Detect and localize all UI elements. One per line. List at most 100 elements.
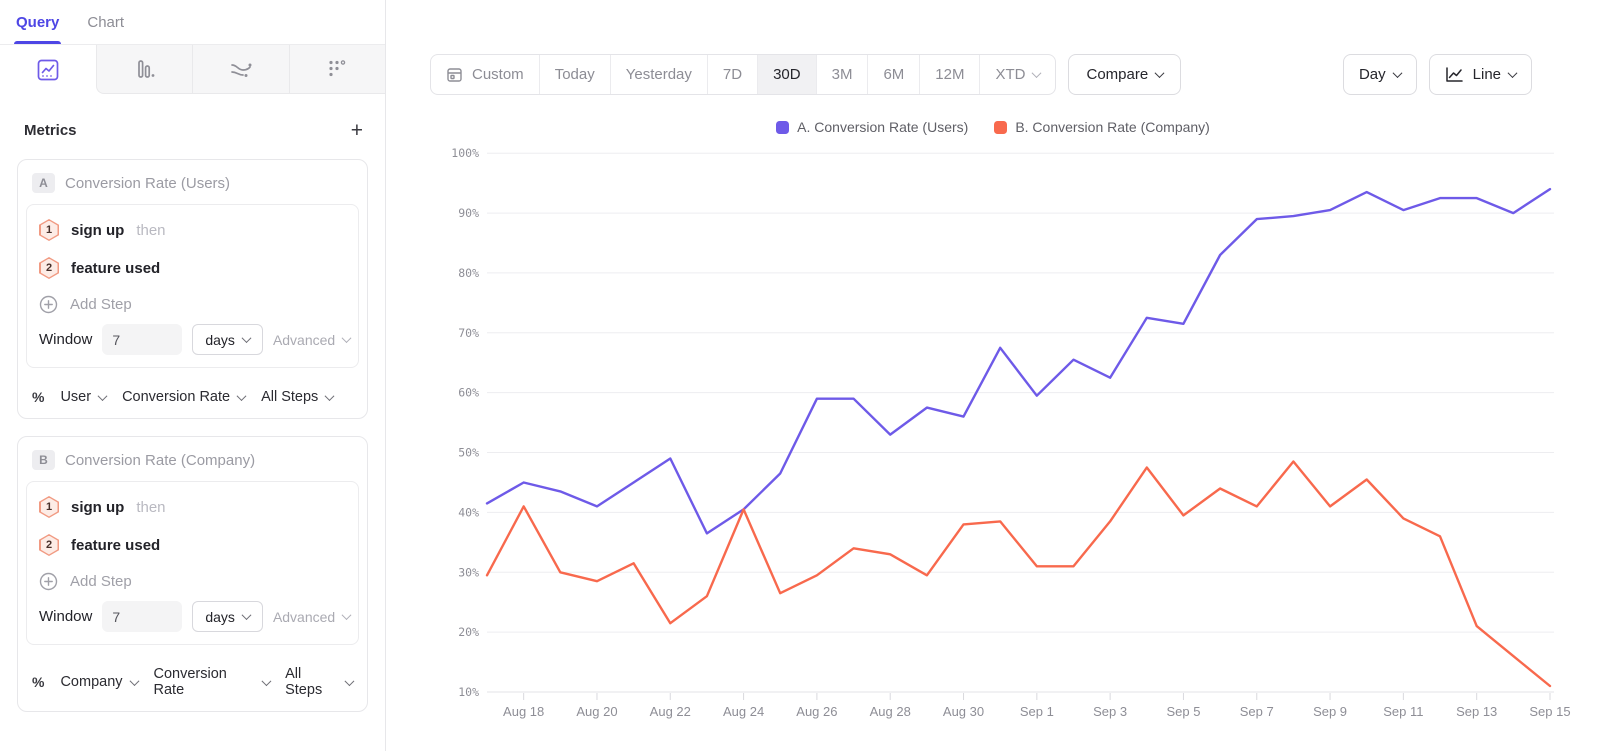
legend-item-a[interactable]: A. Conversion Rate (Users): [776, 119, 968, 135]
metric-b-header: B Conversion Rate (Company): [18, 437, 367, 481]
metric-card-a: A Conversion Rate (Users) 1 sign up then…: [17, 159, 368, 419]
step-2-event[interactable]: feature used: [71, 259, 161, 277]
step-row-2: 2 feature used: [39, 249, 346, 287]
legend-label-a: A. Conversion Rate (Users): [797, 119, 969, 135]
add-step-button[interactable]: Add Step: [39, 287, 346, 324]
series-line-b[interactable]: [485, 460, 1552, 688]
date-range-6m[interactable]: 6M: [867, 55, 919, 94]
x-axis-label: Aug 26: [796, 704, 837, 719]
step-2-event[interactable]: feature used: [71, 536, 161, 554]
metric-a-title: Conversion Rate (Users): [65, 174, 231, 192]
series-line-a[interactable]: [485, 187, 1552, 535]
date-range-30d[interactable]: 30D: [757, 55, 816, 94]
date-range-custom[interactable]: Custom: [431, 55, 539, 94]
chevron-down-icon: [241, 610, 252, 621]
date-range-xtd[interactable]: XTD: [979, 55, 1055, 94]
step-row-2: 2 feature used: [39, 526, 346, 564]
legend-label-b: B. Conversion Rate (Company): [1015, 119, 1210, 135]
insights-line-icon: [37, 59, 59, 80]
metric-type-select[interactable]: Conversion Rate: [122, 389, 247, 405]
y-axis-label: 20%: [458, 625, 479, 639]
line-chart-icon: [1445, 66, 1464, 83]
add-step-label: Add Step: [70, 573, 132, 590]
tab-retention[interactable]: [288, 45, 385, 94]
window-unit-select[interactable]: days: [192, 324, 263, 355]
window-value-input[interactable]: [102, 601, 183, 632]
window-label: Window: [39, 331, 93, 348]
entity-select[interactable]: User: [60, 389, 108, 405]
chevron-down-icon: [1392, 68, 1403, 79]
date-range-today[interactable]: Today: [538, 55, 610, 94]
x-axis-label: Aug 28: [870, 704, 911, 719]
metric-a-steps-box: 1 sign up then 2 feature used Add Step W…: [26, 204, 359, 368]
advanced-toggle[interactable]: Advanced: [273, 609, 352, 625]
legend-item-b[interactable]: B. Conversion Rate (Company): [994, 119, 1210, 135]
x-axis-label: Sep 3: [1093, 704, 1127, 719]
metric-a-badge: A: [32, 173, 55, 193]
date-range-7d[interactable]: 7D: [706, 55, 757, 94]
granularity-select[interactable]: Day: [1342, 54, 1417, 95]
metrics-header: Metrics +: [24, 120, 363, 141]
entity-select[interactable]: Company: [60, 674, 139, 690]
x-axis-label: Aug 18: [503, 704, 544, 719]
add-step-label: Add Step: [70, 296, 132, 313]
steps-scope-select[interactable]: All Steps: [261, 389, 335, 405]
advanced-toggle[interactable]: Advanced: [273, 332, 352, 348]
y-axis-label: 10%: [458, 685, 479, 699]
chevron-down-icon: [129, 675, 139, 686]
legend-swatch-a: [776, 120, 790, 134]
x-axis-label: Aug 22: [650, 704, 691, 719]
date-range-yesterday[interactable]: Yesterday: [609, 55, 707, 94]
metrics-title: Metrics: [24, 122, 77, 139]
tab-flows[interactable]: [192, 45, 289, 94]
circle-plus-icon: [39, 572, 58, 591]
metric-b-measure-row: % Company Conversion Rate All Steps: [18, 653, 367, 711]
step-2-badge: 2: [39, 257, 59, 279]
step-1-then-label: then: [136, 221, 166, 239]
legend-swatch-b: [994, 120, 1008, 134]
step-1-badge: 1: [39, 496, 59, 518]
step-1-event[interactable]: sign up: [71, 498, 125, 516]
step-1-event[interactable]: sign up: [71, 221, 125, 239]
add-metric-button[interactable]: +: [350, 119, 363, 142]
window-unit-select[interactable]: days: [192, 601, 263, 632]
chevron-down-icon: [1032, 68, 1042, 79]
compare-button[interactable]: Compare: [1068, 54, 1182, 95]
flows-icon: [230, 63, 252, 77]
chevron-down-icon: [1507, 68, 1518, 79]
x-axis-label: Aug 30: [943, 704, 984, 719]
metric-b-badge: B: [32, 450, 55, 470]
metric-type-select[interactable]: Conversion Rate: [154, 666, 271, 698]
metric-a-measure-row: % User Conversion Rate All Steps: [18, 376, 367, 418]
chevron-down-icon: [236, 390, 247, 401]
date-range-segmented-control: Custom Today Yesterday 7D 30D 3M 6M 12M …: [430, 54, 1057, 95]
step-2-badge: 2: [39, 534, 59, 556]
x-axis-label: Aug 24: [723, 704, 764, 719]
sidebar-tab-bar: Query Chart: [0, 0, 385, 45]
y-axis-label: 80%: [458, 266, 479, 280]
window-value-input[interactable]: [102, 324, 183, 355]
chevron-down-icon: [344, 675, 355, 686]
add-step-button[interactable]: Add Step: [39, 564, 346, 601]
tab-funnels[interactable]: [95, 45, 192, 94]
y-axis-label: 40%: [458, 505, 479, 519]
tab-query[interactable]: Query: [13, 0, 62, 44]
tab-insights-active[interactable]: [0, 45, 96, 94]
tab-chart-label: Chart: [87, 13, 125, 31]
tab-chart[interactable]: Chart: [87, 0, 124, 44]
chart-style-select[interactable]: Line: [1428, 54, 1532, 95]
chevron-down-icon: [324, 390, 335, 401]
tab-query-label: Query: [16, 13, 60, 31]
y-axis-label: 100%: [451, 146, 479, 160]
line-chart: 10% 20% 30% 40% 50% 60% 70% 80% 90% 100% Aug 18 Aug…: [451, 146, 1570, 719]
x-axis-label: Sep 9: [1313, 704, 1347, 719]
metric-a-header: A Conversion Rate (Users): [18, 160, 367, 204]
chart-toolbar: Custom Today Yesterday 7D 30D 3M 6M 12M …: [386, 54, 1600, 95]
calendar-icon: [446, 66, 463, 83]
steps-scope-select[interactable]: All Steps: [285, 666, 355, 698]
metric-card-b: B Conversion Rate (Company) 1 sign up th…: [17, 436, 368, 712]
date-range-3m[interactable]: 3M: [815, 55, 868, 94]
percent-icon: %: [32, 674, 45, 690]
date-range-12m[interactable]: 12M: [919, 55, 979, 94]
x-axis-label: Sep 7: [1240, 704, 1274, 719]
